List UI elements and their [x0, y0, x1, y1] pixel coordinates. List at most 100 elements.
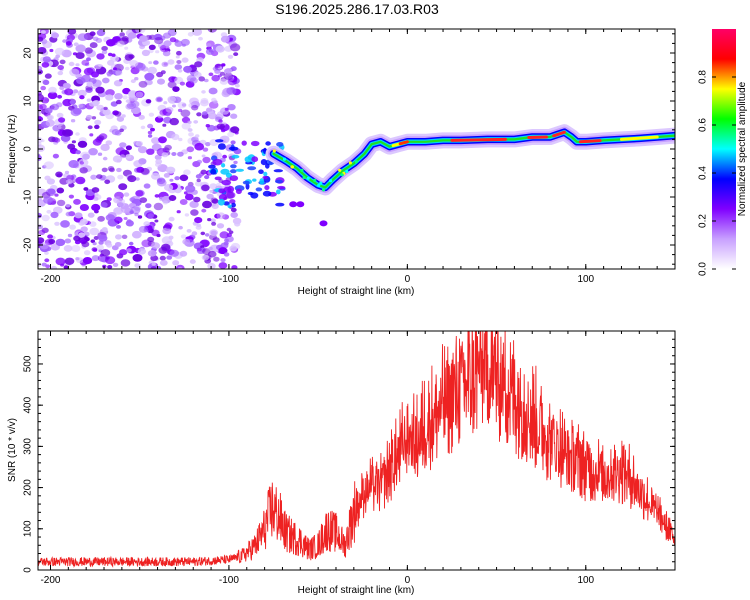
noise-blob [38, 144, 46, 152]
noise-blob [123, 217, 128, 220]
ridge-accent [282, 157, 287, 161]
noise-blob [38, 111, 42, 116]
noise-blob [54, 137, 61, 143]
transition-blob [221, 163, 226, 168]
y-tick-label: 100 [23, 520, 34, 537]
noise-blob [79, 204, 89, 211]
noise-blob [211, 221, 217, 226]
noise-blob [92, 248, 98, 252]
noise-blob [161, 243, 171, 251]
noise-blob [114, 111, 122, 117]
ridge-peak [578, 139, 602, 144]
noise-blob [96, 244, 104, 251]
noise-blob [229, 43, 241, 52]
noise-blob [209, 183, 218, 190]
noise-blob [38, 229, 46, 236]
transition-blob [265, 141, 271, 146]
noise-blob [216, 223, 225, 229]
noise-blob [179, 250, 188, 257]
transition-blob [235, 168, 244, 172]
noise-blob [214, 69, 221, 74]
noise-blob [73, 42, 79, 47]
ridge-accent [354, 160, 359, 164]
noise-blob [47, 188, 56, 195]
noise-blob [166, 255, 173, 260]
noise-blob [58, 117, 66, 123]
transition-blob [277, 185, 286, 190]
ridge-accent [306, 176, 310, 180]
noise-blob [200, 99, 209, 107]
noise-blob [106, 197, 112, 202]
colorbar-tick-label: 0.8 [698, 70, 709, 84]
x-tick-label: -200 [40, 575, 60, 586]
transition-blob [252, 178, 257, 182]
noise-blob [87, 125, 93, 130]
noise-blob [38, 116, 44, 122]
noise-blob [174, 176, 180, 181]
noise-blob [88, 148, 98, 156]
noise-blob [62, 39, 67, 43]
noise-blob [234, 221, 241, 227]
noise-blob [53, 155, 58, 159]
noise-blob [124, 66, 130, 71]
noise-blob [148, 44, 156, 50]
noise-blob [134, 77, 139, 81]
noise-blob [70, 108, 82, 117]
noise-blob [107, 52, 113, 57]
noise-blob [201, 208, 207, 213]
y-tick-label: 500 [23, 355, 34, 372]
noise-blob [47, 234, 53, 239]
noise-blob [73, 235, 81, 242]
noise-blob [92, 242, 97, 246]
noise-blob [154, 219, 159, 223]
noise-blob [41, 214, 50, 222]
transition-blob [275, 179, 283, 184]
noise-blob [204, 233, 210, 237]
noise-blob [164, 222, 173, 229]
transition-blob [230, 169, 237, 174]
noise-blob [107, 59, 115, 66]
noise-blob [211, 203, 219, 210]
noise-blob [110, 55, 120, 62]
noise-blob [57, 71, 64, 76]
noise-blob [65, 211, 72, 217]
noise-blob [162, 200, 169, 205]
transition-blob [208, 164, 216, 169]
noise-blob [167, 95, 176, 103]
noise-blob [220, 258, 226, 263]
noise-blob [154, 194, 160, 198]
snr-series-line [38, 331, 675, 568]
transition-blob [265, 163, 270, 169]
noise-blob [117, 174, 124, 180]
transition-blob [230, 164, 237, 169]
noise-blob [91, 116, 97, 120]
x-tick-label: -100 [219, 274, 239, 285]
noise-blob [78, 103, 84, 108]
noise-blob [163, 40, 172, 47]
noise-blob [154, 154, 162, 160]
noise-blob [229, 245, 238, 252]
noise-blob [151, 262, 156, 266]
noise-blob [156, 71, 164, 78]
noise-blob [134, 263, 141, 268]
noise-blob [89, 42, 98, 49]
noise-blob [222, 154, 228, 159]
noise-blob [91, 71, 99, 78]
noise-blob [206, 107, 213, 113]
noise-blob [224, 68, 233, 74]
noise-blob [151, 172, 161, 180]
noise-blob [119, 249, 128, 256]
noise-blob [106, 242, 113, 248]
noise-blob [139, 35, 148, 42]
transition-blob [227, 204, 232, 208]
isolated-blob [296, 201, 305, 208]
noise-blob [82, 257, 93, 265]
noise-blob [68, 160, 79, 168]
noise-blob [54, 47, 65, 56]
transition-blob [227, 185, 235, 193]
noise-blob [176, 50, 182, 56]
x-tick-label: 100 [577, 274, 594, 285]
noise-blob [64, 170, 70, 174]
noise-blob [190, 209, 199, 216]
noise-blob [89, 133, 94, 137]
